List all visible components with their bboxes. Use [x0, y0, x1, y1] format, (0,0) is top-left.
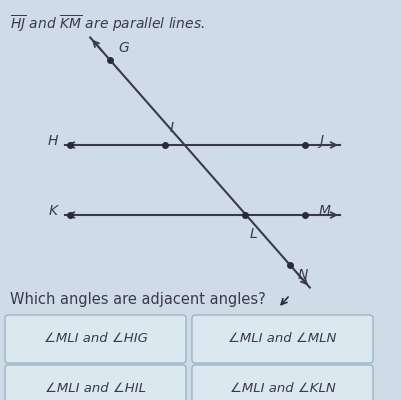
Text: I: I	[170, 121, 174, 135]
Text: M: M	[318, 204, 330, 218]
Text: ∠MLI and ∠HIG: ∠MLI and ∠HIG	[43, 332, 147, 346]
Text: ∠MLI and ∠KLN: ∠MLI and ∠KLN	[229, 382, 334, 396]
FancyBboxPatch shape	[5, 315, 186, 363]
Text: G: G	[118, 41, 128, 55]
Text: J: J	[318, 134, 322, 148]
FancyBboxPatch shape	[192, 365, 372, 400]
FancyBboxPatch shape	[192, 315, 372, 363]
Text: ∠MLI and ∠MLN: ∠MLI and ∠MLN	[228, 332, 336, 346]
Text: N: N	[297, 268, 308, 282]
FancyBboxPatch shape	[5, 365, 186, 400]
Text: Which angles are adjacent angles?: Which angles are adjacent angles?	[10, 292, 265, 307]
Text: K: K	[49, 204, 58, 218]
Text: $\overline{HJ}$ and $\overline{KM}$ are parallel lines.: $\overline{HJ}$ and $\overline{KM}$ are …	[10, 14, 205, 35]
Text: H: H	[47, 134, 58, 148]
Text: ∠MLI and ∠HIL: ∠MLI and ∠HIL	[45, 382, 146, 396]
Text: L: L	[249, 227, 257, 241]
